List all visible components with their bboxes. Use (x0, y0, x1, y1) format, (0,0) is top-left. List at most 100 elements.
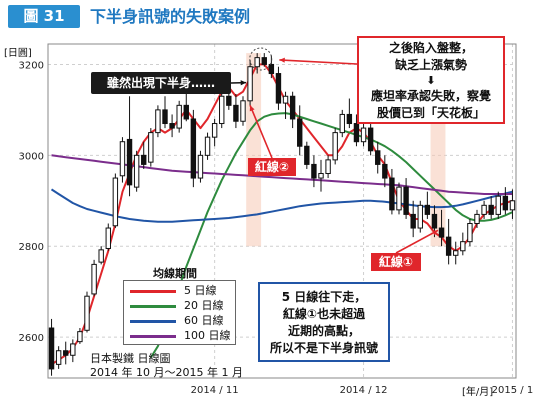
source-line-1: 日本製鐵 日線圖 (90, 352, 171, 365)
legend-swatch-ma100 (130, 335, 176, 338)
callout-not-signal-line: 紅線①也未超過 (282, 307, 366, 321)
candle-up (417, 204, 423, 229)
candle-up (474, 213, 480, 224)
candle-up (339, 113, 345, 134)
candle-down (48, 327, 55, 370)
y-tick-label: 3000 (19, 151, 44, 162)
candle-up (219, 95, 225, 125)
legend-item-ma60: 60 日線 (130, 314, 234, 328)
candle-down (311, 163, 317, 179)
y-axis-label: [日圓] (4, 48, 32, 59)
candle-up (197, 154, 204, 179)
candles (48, 53, 516, 376)
x-axis-unit-label: [年/月] (462, 387, 494, 398)
candle-up (332, 132, 338, 161)
candle-up (55, 350, 62, 365)
candle-down (389, 177, 395, 211)
figure-title-bar: 圖 31 下半身訊號的失敗案例 (0, 0, 555, 30)
candle-up (467, 222, 473, 243)
label-red-line-2: 紅線② (248, 158, 296, 176)
arrow-lower-body-head (240, 80, 247, 86)
plot-frame (47, 43, 517, 379)
candle-down (488, 204, 494, 215)
callout-arrow-icon: ⬇ (426, 74, 436, 87)
arrow-red-line-2-head (249, 105, 255, 112)
x-tick-label: 2014 / 11 (191, 385, 239, 396)
candle-up (84, 295, 90, 331)
label-lower-body-appeared: 雖然出現下半身…… (91, 72, 231, 94)
legend-swatch-ma5 (130, 290, 176, 293)
candle-up (240, 100, 246, 122)
candle-up (176, 104, 182, 129)
candle-down (353, 123, 360, 143)
candle-down (169, 123, 175, 129)
callout-not-signal-line: 5 日線往下走， (281, 290, 367, 304)
legend-label-ma5: 5 日線 (184, 284, 217, 297)
y-tick-label: 2600 (19, 333, 44, 344)
figure-number: 圖 31 (8, 5, 80, 28)
ma-line-60 (50, 188, 513, 223)
candle-up (211, 123, 218, 138)
callout-ceiling-line: 缺乏上漲氣勢 (394, 58, 467, 72)
candle-up (247, 66, 253, 102)
candle-up (325, 159, 331, 175)
candle-up (155, 109, 161, 134)
candle-down (424, 204, 431, 215)
candle-up (204, 136, 211, 156)
candle-up (133, 154, 140, 188)
legend-item-ma100: 100 日線 (130, 329, 234, 343)
callout-not-signal: 5 日線往下走， 紅線①也未超過 近期的高點， 所以不是下半身訊號 (258, 282, 390, 362)
callout-ceiling-line: 之後陷入盤整， (388, 41, 473, 55)
arrow-red-line-2 (249, 105, 273, 159)
candle-up (495, 195, 501, 215)
legend-title: 均線期間 (153, 267, 197, 280)
candle-down (190, 118, 197, 179)
candle-down (162, 109, 168, 125)
arrow-red-line-1-head (432, 230, 438, 236)
callout-ceiling-line: 應坦率承認失敗，察覺 (370, 89, 491, 103)
candle-down (275, 73, 282, 104)
source-line-2: 2014 年 10 月～2015 年 1 月 (90, 366, 243, 379)
candle-down (304, 145, 310, 165)
candle-down (375, 150, 381, 165)
figure-title: 下半身訊號的失敗案例 (90, 7, 251, 26)
annotations-layer (230, 47, 439, 254)
candle-up (360, 127, 367, 143)
candle-down (226, 95, 232, 106)
arrow-ceiling-head (279, 57, 285, 63)
peak-highlight-circle (249, 47, 273, 71)
candle-up (460, 241, 466, 252)
candle-down (233, 104, 239, 122)
legend-item-ma5: 5 日線 (130, 284, 234, 298)
candle-up (119, 141, 126, 177)
candle-down (346, 113, 353, 125)
candle-down (382, 163, 388, 179)
candle-up (481, 204, 487, 215)
callout-ceiling: 之後陷入盤整， 缺乏上漲氣勢 ⬇ 應坦率承認失敗，察覺 股價已到「天花板」 (357, 36, 505, 124)
candle-up (509, 200, 516, 211)
candle-down (367, 127, 374, 152)
x-tick-label: 2015 / 1 (492, 385, 534, 396)
legend-item-ma20: 20 日線 (130, 299, 234, 313)
candle-down (438, 227, 445, 238)
label-red-line-1: 紅線① (371, 253, 421, 271)
candle-up (98, 249, 104, 263)
candle-down (502, 195, 509, 211)
arrow-ceiling (279, 59, 358, 65)
legend-label-ma100: 100 日線 (184, 329, 231, 342)
legend-label-ma60: 60 日線 (184, 314, 224, 327)
candle-down (403, 186, 409, 215)
candle-down (141, 154, 147, 165)
candle-up (112, 177, 119, 227)
candle-down (431, 213, 438, 229)
candle-up (77, 331, 83, 343)
candle-down (63, 350, 69, 356)
candle-down (183, 104, 189, 120)
callout-not-signal-line: 近期的高點， (287, 324, 360, 338)
y-tick-label: 2800 (19, 242, 44, 253)
legend-swatch-ma60 (130, 320, 176, 323)
axes: 2600 2800 3000 3200 2014 / 11 2014 / 12 2015 /… (19, 43, 534, 396)
arrow-red-line-1 (395, 229, 439, 254)
candle-down (445, 236, 452, 256)
candle-down (126, 138, 133, 186)
